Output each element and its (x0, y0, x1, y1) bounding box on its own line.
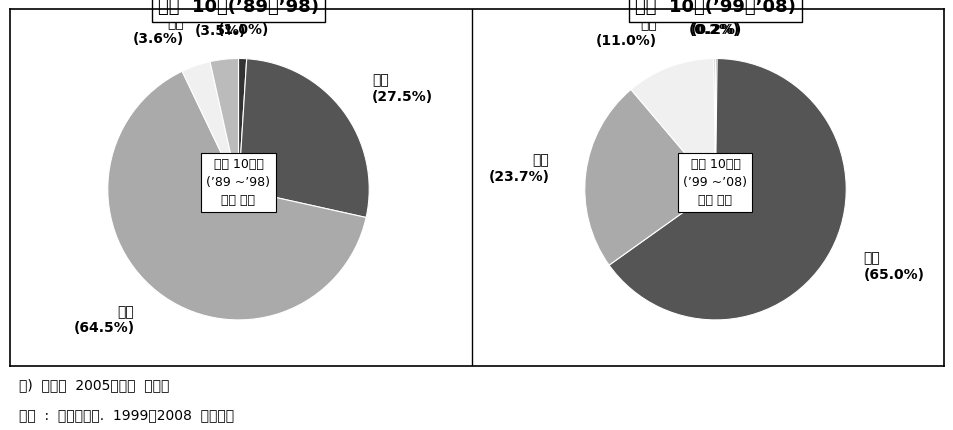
Wedge shape (238, 59, 369, 218)
Wedge shape (108, 71, 366, 320)
Wedge shape (210, 58, 238, 189)
Text: 태풍
(65.0%): 태풍 (65.0%) (862, 252, 923, 282)
Text: 강풍
(0.2%): 강풍 (0.2%) (688, 7, 740, 37)
Text: 최근 10년간
(’99 ~’08)
피해 비중: 최근 10년간 (’99 ~’08) 피해 비중 (682, 158, 747, 207)
Text: 강풍
(3.5%): 강풍 (3.5%) (194, 8, 246, 38)
Wedge shape (182, 61, 238, 189)
Text: 폭설
(11.0%): 폭설 (11.0%) (596, 17, 657, 48)
Text: 기타
(0.2%): 기타 (0.2%) (690, 7, 741, 37)
Text: 기타
(1.0%): 기타 (1.0%) (218, 7, 269, 37)
Wedge shape (715, 58, 717, 189)
Text: 호우
(64.5%): 호우 (64.5%) (73, 305, 134, 335)
Title: 과거  10년(’89～’98): 과거 10년(’89～’98) (158, 0, 318, 16)
Wedge shape (608, 58, 845, 320)
Text: 폭설
(3.6%): 폭설 (3.6%) (132, 16, 184, 46)
Wedge shape (713, 58, 715, 189)
Text: 주)  강풍은  2005년부터  집계됨: 주) 강풍은 2005년부터 집계됨 (19, 378, 170, 393)
Text: 태풍
(27.5%): 태풍 (27.5%) (372, 74, 433, 104)
Text: 과거 10년간
(’89 ~’98)
피해 비중: 과거 10년간 (’89 ~’98) 피해 비중 (206, 158, 271, 207)
Wedge shape (630, 58, 715, 189)
Title: 최근  10년(’99～’08): 최근 10년(’99～’08) (635, 0, 795, 16)
Text: 호우
(23.7%): 호우 (23.7%) (488, 154, 549, 184)
Wedge shape (238, 58, 247, 189)
Text: 자료  :  소방방재청.  1999～2008  재해연보: 자료 : 소방방재청. 1999～2008 재해연보 (19, 408, 233, 423)
Wedge shape (584, 89, 715, 265)
